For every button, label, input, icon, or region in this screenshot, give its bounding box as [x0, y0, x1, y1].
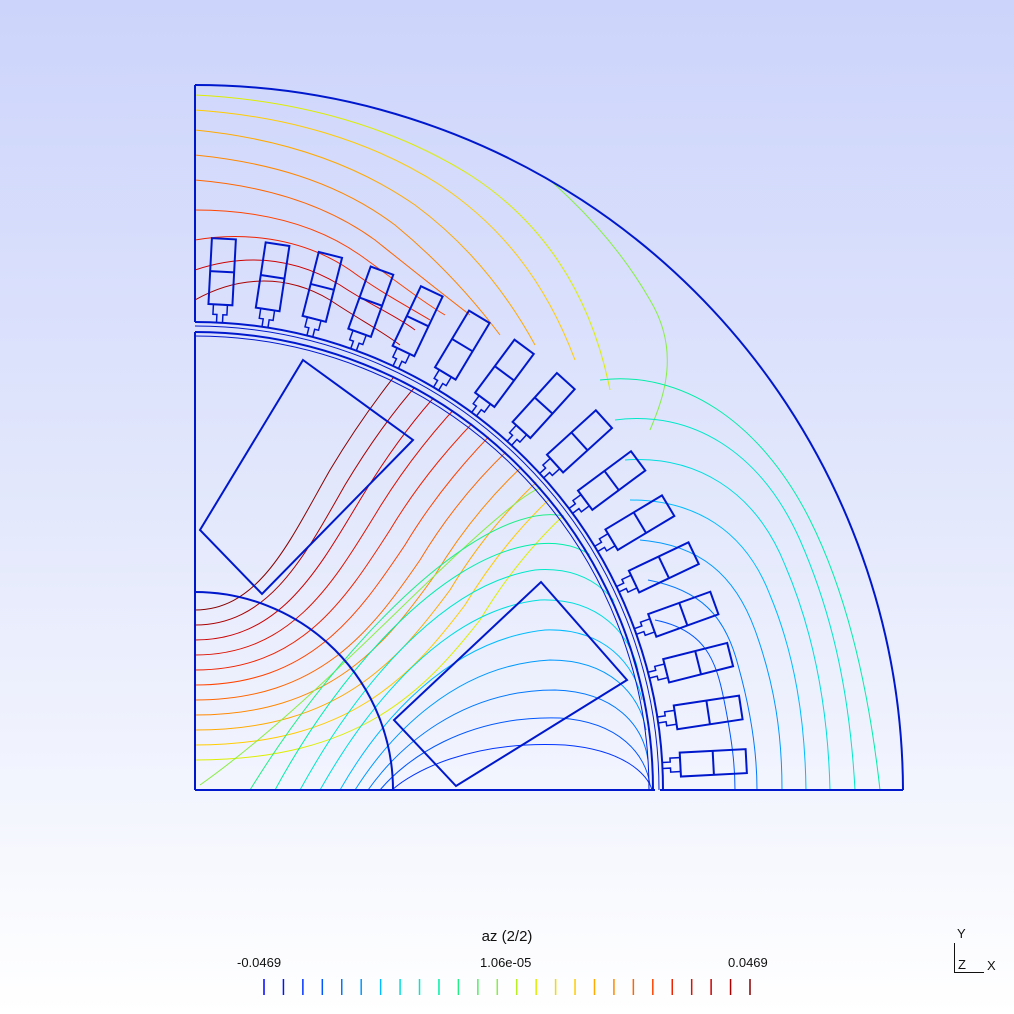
stator-slot	[634, 590, 720, 638]
stator-slot	[662, 748, 748, 778]
shaft-arc	[194, 591, 394, 791]
stator-slot	[657, 694, 744, 731]
motor-geometry-outline	[194, 84, 904, 791]
magnet-2	[392, 580, 629, 788]
stator-slots	[207, 237, 748, 778]
axis-x-line	[954, 972, 984, 973]
stator-slot	[432, 309, 491, 391]
axis-y-line	[954, 943, 955, 973]
axis-z-label: Z	[958, 957, 966, 972]
axes-triad: Y Z X	[950, 926, 1000, 976]
stator-slot	[506, 371, 577, 446]
stator-outer-arc	[194, 84, 904, 791]
legend-max-label: 0.0469	[728, 955, 768, 970]
axis-x-label: X	[987, 958, 996, 973]
stator-slot	[594, 494, 676, 553]
magnet-1	[198, 358, 415, 596]
stator-slot	[647, 641, 735, 684]
stator-slot	[539, 408, 614, 479]
stator-contours	[195, 94, 881, 790]
stator-slot	[568, 449, 647, 514]
stator-slot	[254, 241, 291, 328]
stator-slot	[616, 541, 701, 594]
legend-min-label: -0.0469	[237, 955, 282, 970]
stator-slot	[347, 265, 395, 351]
legend-mid-label: 1.06e-05	[480, 955, 532, 970]
stator-inner-arc	[194, 321, 664, 791]
legend-title: az (2/2)	[481, 928, 533, 945]
stator-slot	[471, 338, 536, 417]
stator-slot	[391, 284, 444, 369]
stator-slot	[207, 237, 237, 323]
rotor-outer-arc	[194, 331, 654, 791]
stator-slot	[301, 250, 344, 338]
axis-y-label: Y	[957, 926, 966, 941]
